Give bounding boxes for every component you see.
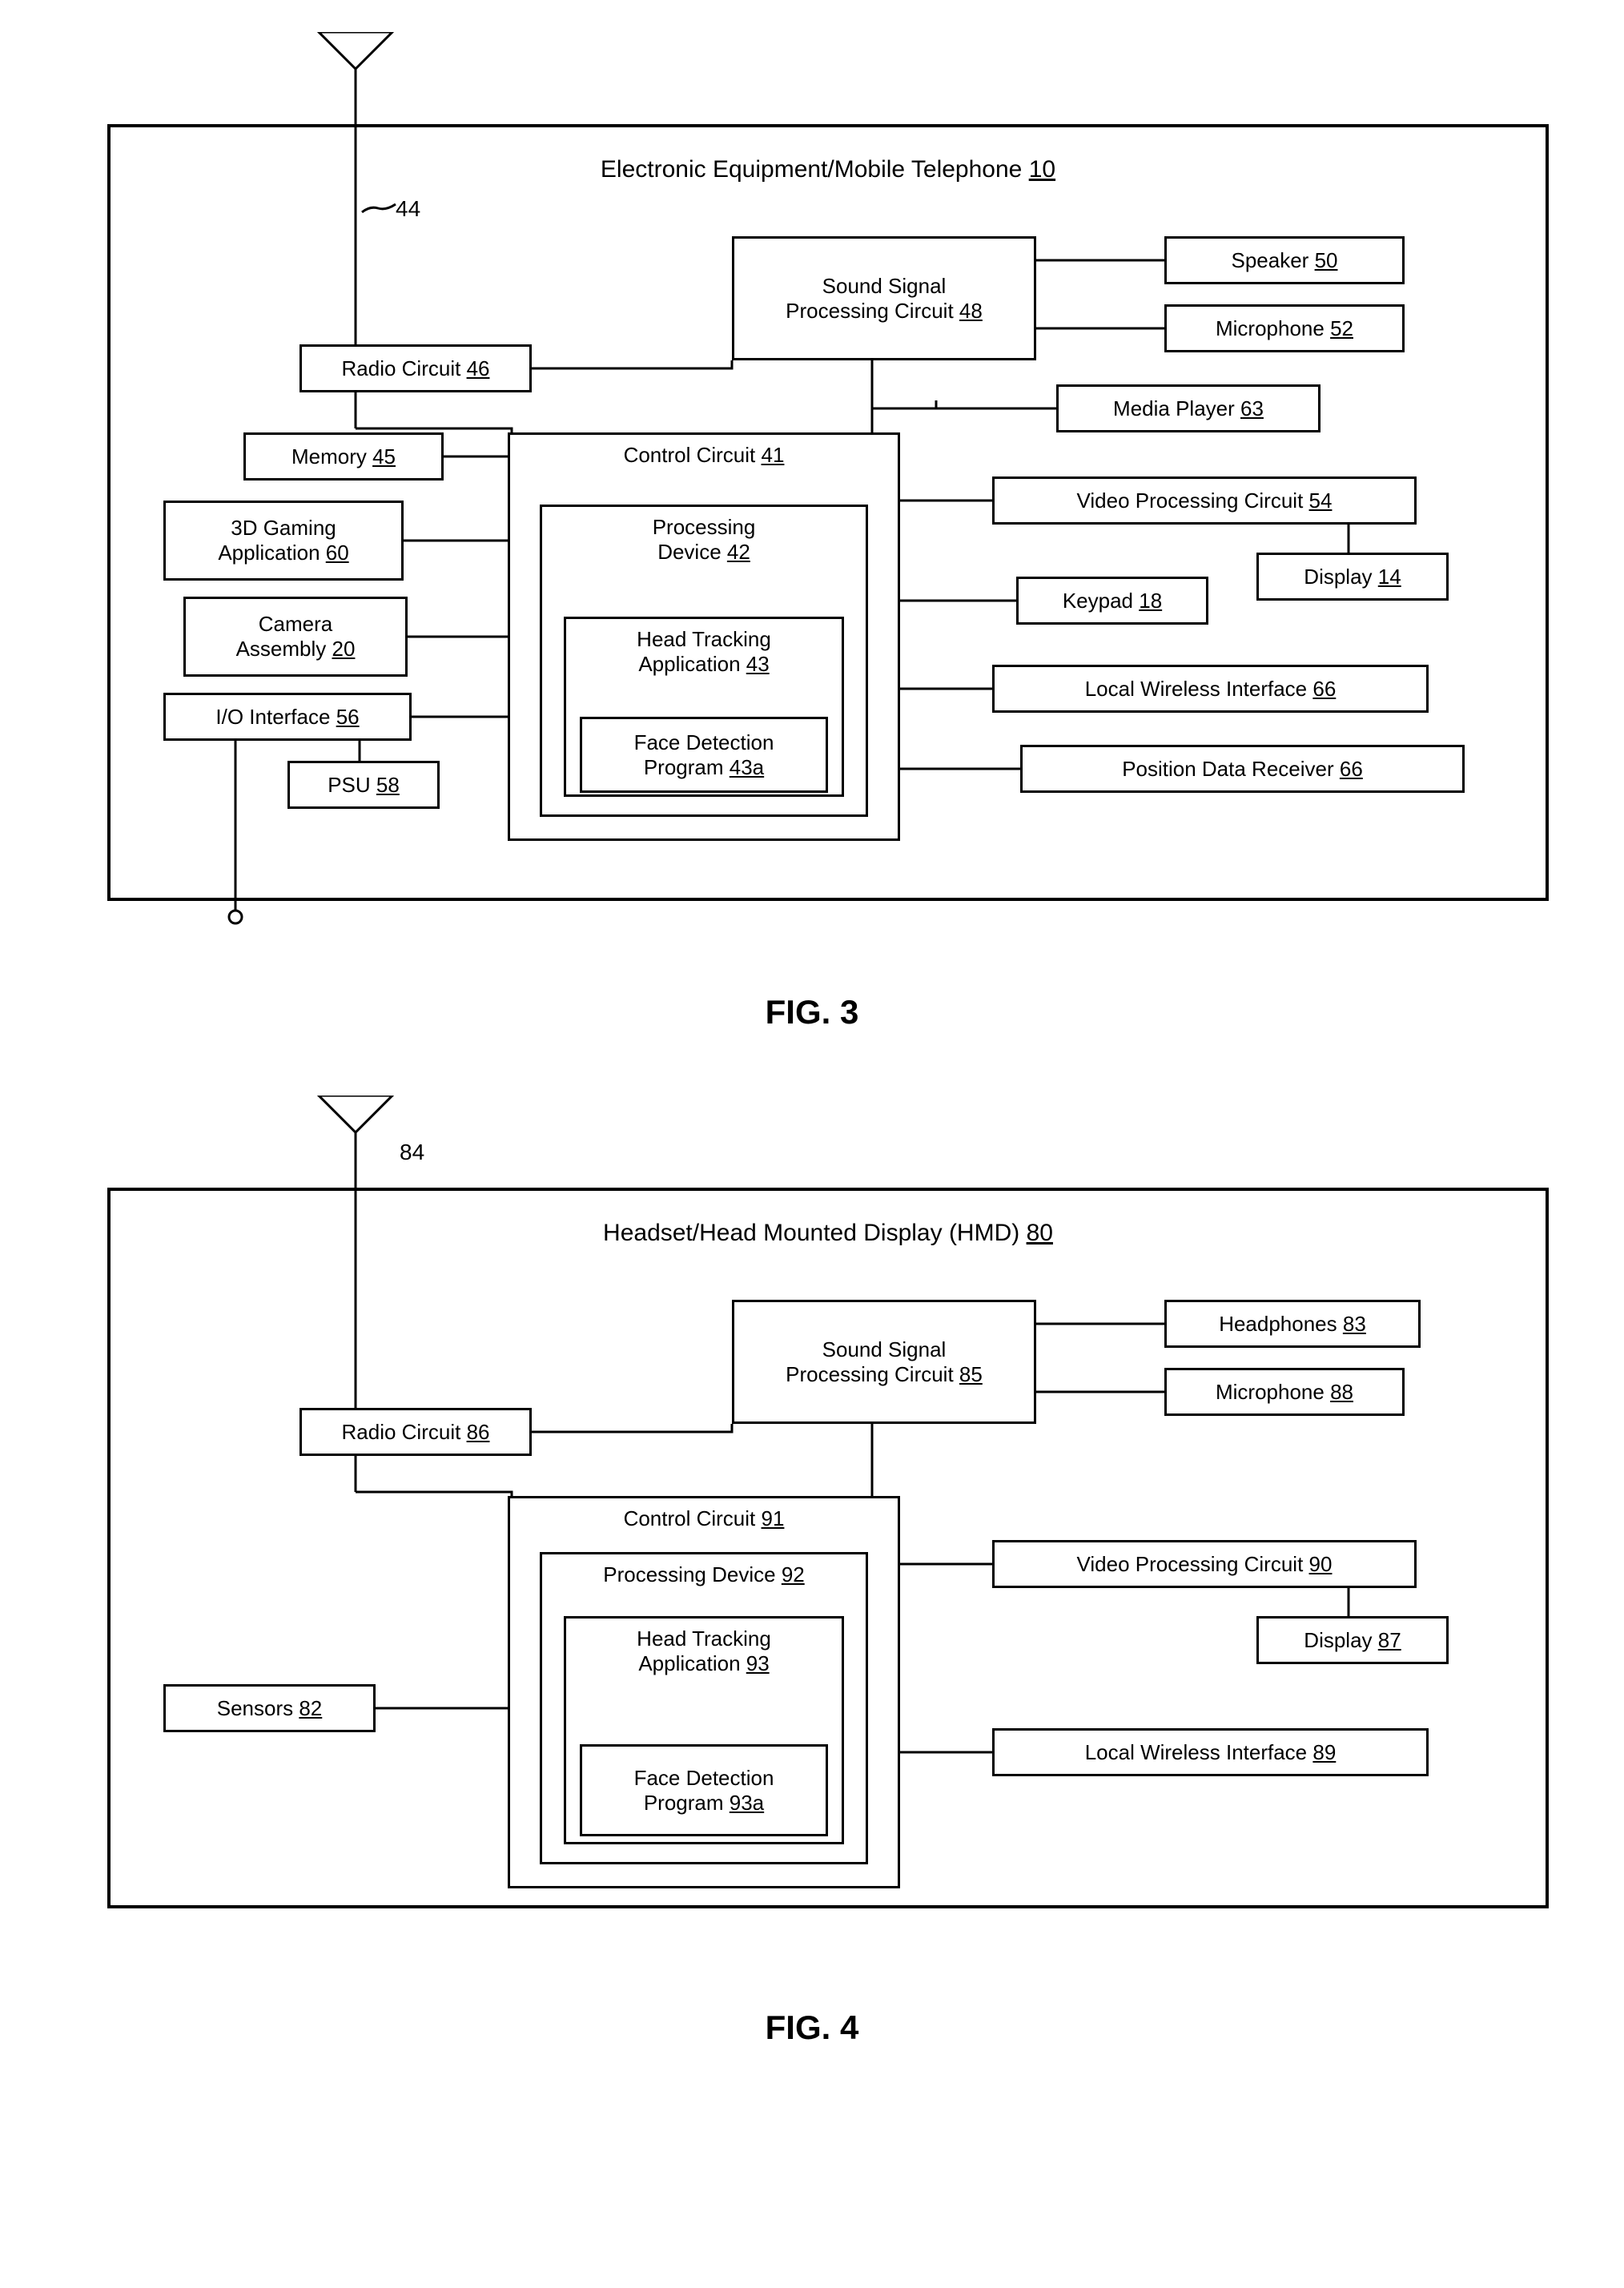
figure-3-label: FIG. 3 (32, 993, 1592, 1031)
box-pdr: Position Data Receiver 66 (1020, 745, 1465, 793)
box-display: Display 87 (1256, 1616, 1449, 1664)
figure-3: Electronic Equipment/Mobile Telephone 10… (59, 32, 1565, 945)
box-radio: Radio Circuit 86 (299, 1408, 532, 1456)
box-keypad: Keypad 18 (1016, 577, 1208, 625)
box-facedet: Face DetectionProgram 43a (580, 717, 828, 793)
box-psu: PSU 58 (287, 761, 440, 809)
figure-4-label: FIG. 4 (32, 2009, 1592, 2047)
box-memory: Memory 45 (243, 432, 444, 481)
box-camera: CameraAssembly 20 (183, 597, 408, 677)
box-media: Media Player 63 (1056, 384, 1321, 432)
box-gaming: 3D GamingApplication 60 (163, 501, 404, 581)
box-sspc: Sound SignalProcessing Circuit 48 (732, 236, 1036, 360)
box-facedet: Face DetectionProgram 93a (580, 1744, 828, 1836)
box-sensors: Sensors 82 (163, 1684, 376, 1732)
box-io: I/O Interface 56 (163, 693, 412, 741)
figure-4: Headset/Head Mounted Display (HMD) 8084R… (59, 1096, 1565, 1960)
box-vpc: Video Processing Circuit 90 (992, 1540, 1417, 1588)
box-sspc: Sound SignalProcessing Circuit 85 (732, 1300, 1036, 1424)
box-vpc: Video Processing Circuit 54 (992, 476, 1417, 525)
box-lwi: Local Wireless Interface 89 (992, 1728, 1429, 1776)
box-speaker: Speaker 50 (1164, 236, 1405, 284)
box-mic: Microphone 52 (1164, 304, 1405, 352)
box-mic: Microphone 88 (1164, 1368, 1405, 1416)
box-lwi: Local Wireless Interface 66 (992, 665, 1429, 713)
box-display: Display 14 (1256, 553, 1449, 601)
box-headph: Headphones 83 (1164, 1300, 1421, 1348)
box-radio: Radio Circuit 46 (299, 344, 532, 392)
